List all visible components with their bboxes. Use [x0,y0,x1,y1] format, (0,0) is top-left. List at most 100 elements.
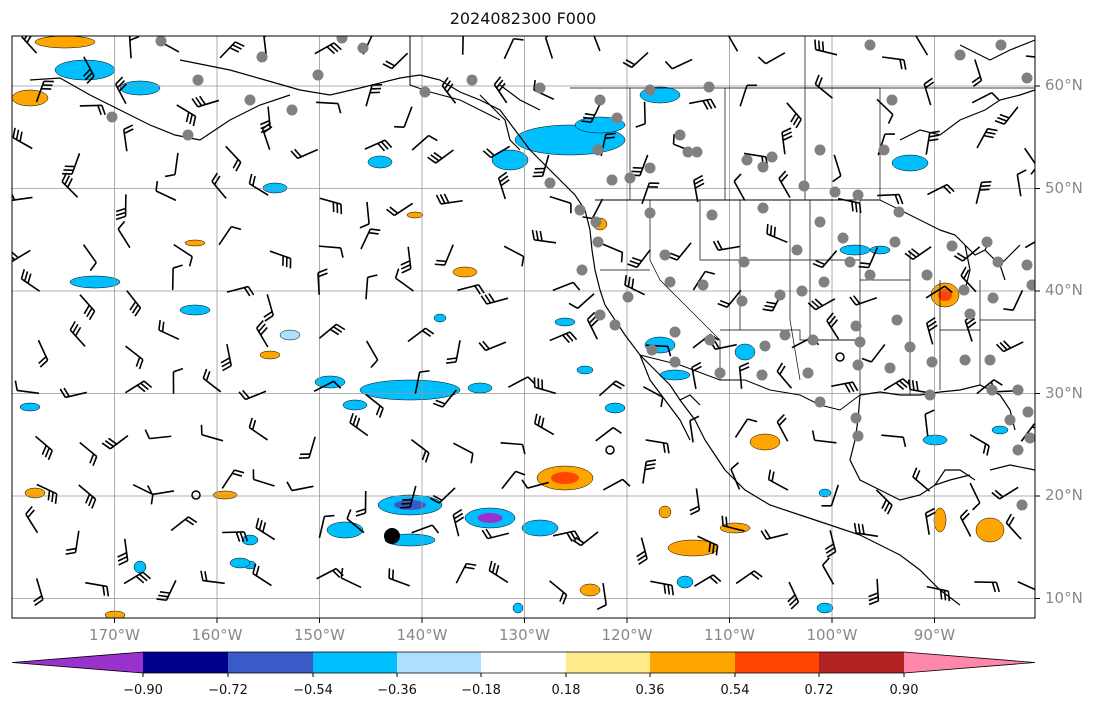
province-borders [570,36,1035,200]
wind-barb [434,244,454,266]
wind-barb [364,139,393,152]
wind-barb [1003,289,1024,311]
station-dot [864,269,876,281]
station-dot [714,367,726,379]
contour-blob [326,521,364,539]
station-dot [984,354,996,366]
station-dot [691,146,703,158]
station-dots [106,36,1035,511]
station-dot [904,341,916,353]
contour-blob [104,610,126,618]
wind-barb [394,268,414,292]
wind-barb [457,283,485,295]
contour-blob [12,89,49,107]
contour-blob [184,239,206,247]
station-dot [669,356,681,368]
wind-barb [248,173,269,196]
wind-barb [365,340,379,368]
wind-barb [1020,422,1035,442]
storm-marker [191,490,201,500]
colorbar-segment [566,652,650,673]
colorbar-segment [650,652,735,673]
coastlines-and-borders [29,36,1035,606]
wind-barb [14,380,40,395]
wind-barb [128,36,140,59]
station-dot [986,384,998,396]
station-dot [807,334,819,346]
station-dot [624,172,636,184]
station-dot [992,256,1004,268]
wind-barb [521,479,549,489]
wind-barb [953,246,981,262]
wind-barb [238,389,267,401]
station-dot [682,146,694,158]
contour-blob [452,266,478,278]
longitude-label: 100°W [806,626,858,644]
wind-barb [286,481,314,492]
wind-barb [915,36,929,56]
wind-barb [82,244,97,272]
wind-barb [766,223,788,244]
contour-blob [229,557,251,569]
contour-blob [24,487,46,499]
wind-barb [117,538,129,566]
wind-barb [382,52,409,70]
map-title: 2024082300 F000 [449,9,597,28]
wind-barb [115,194,127,221]
wind-barb [824,530,837,558]
wind-barb [500,441,526,455]
wind-barb [664,58,693,70]
station-dot [466,74,478,86]
contour-blob [19,402,41,412]
station-dot [774,289,786,301]
wind-barb [34,435,53,461]
alaska-canada-border [409,36,501,121]
wind-barb [481,528,510,540]
wind-barb [821,557,835,585]
station-dot [852,359,864,371]
wind-barb [79,294,96,321]
station-dot [155,36,167,47]
latitude-label: 50°N [1045,178,1083,197]
station-dot [891,314,903,326]
station-dot [959,354,971,366]
longitude-label: 140°W [396,626,448,644]
station-dot [814,216,826,228]
wind-barb [172,367,184,394]
longitude-label: 170°W [89,626,140,644]
wind-barb [124,345,144,370]
wind-barb [25,505,39,534]
wind-barb [861,344,886,363]
station-dot [644,162,656,174]
wind-barb [568,293,595,310]
station-dot [594,94,606,106]
wind-barb [290,148,319,160]
wind-barb [478,340,507,352]
wind-barb [552,281,581,292]
station-dot [757,202,769,214]
contour-blob [119,80,161,96]
wind-barb [877,193,904,205]
alaska-coastline [179,59,586,211]
wind-barb [226,285,255,297]
wind-barb [1023,147,1035,175]
station-dot [312,69,324,81]
station-dot [995,39,1007,51]
longitude-label: 110°W [704,626,755,644]
wind-barb [313,380,342,393]
wind-barb [79,104,106,116]
station-dot [850,412,862,424]
station-dot [182,129,194,141]
wind-barb [641,182,660,205]
station-dot [766,151,778,163]
wind-barb [786,102,802,129]
wind-barb [12,127,33,150]
station-dot [669,326,681,338]
station-dot [850,320,862,332]
canada-archipelago [479,84,541,151]
wind-barb [969,482,981,511]
contour-blob [279,329,301,341]
wind-barb [488,560,509,584]
wind-barb [691,361,702,390]
wind-barb [318,323,346,339]
